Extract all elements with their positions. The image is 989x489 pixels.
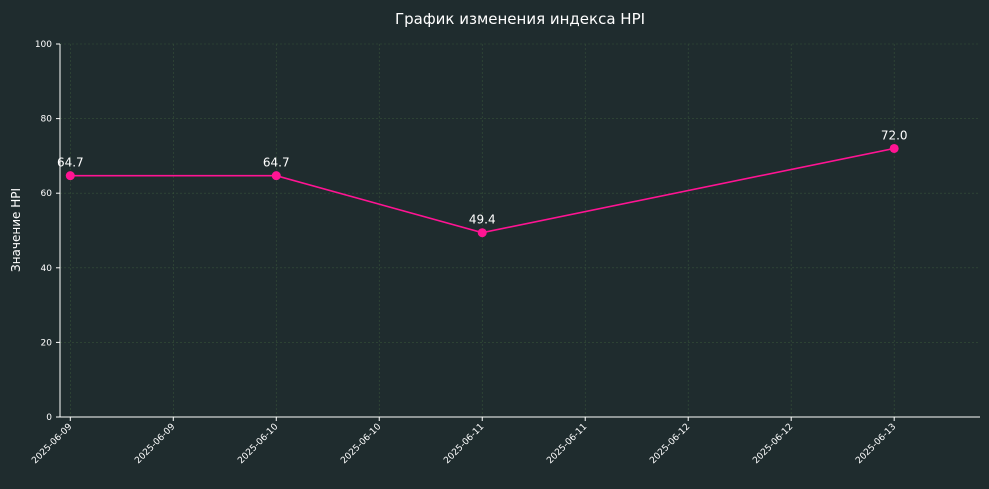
- tick-labels: 0 20 40 60 80 100 2025-06-09 2025-06-09 2025-06-…: [30, 40, 898, 466]
- y-tick-label: 60: [41, 189, 53, 199]
- data-label: 72.0: [881, 128, 908, 142]
- y-axis-label: Значение HPI: [9, 188, 23, 272]
- data-point: [65, 171, 75, 181]
- data-label: 49.4: [469, 213, 496, 227]
- data-labels: 64.7 64.7 49.4 72.0: [57, 128, 908, 226]
- series-line: [70, 147, 895, 234]
- y-tick-label: 0: [46, 413, 52, 423]
- chart-title: График изменения индекса HPI: [395, 10, 645, 28]
- x-tick-label: 2025-06-13: [854, 422, 898, 466]
- y-tick-label: 80: [41, 115, 53, 125]
- data-label: 64.7: [263, 156, 290, 170]
- axes: [56, 43, 980, 421]
- x-tick-label: 2025-06-12: [751, 422, 795, 466]
- x-tick-label: 2025-06-10: [339, 422, 383, 466]
- data-point: [271, 171, 281, 181]
- data-point: [477, 228, 487, 238]
- data-label: 64.7: [57, 156, 84, 170]
- series-hpi: [65, 143, 899, 238]
- grid-lines: [60, 43, 980, 418]
- x-tick-label: 2025-06-12: [648, 422, 692, 466]
- y-tick-label: 100: [35, 40, 52, 50]
- y-tick-label: 40: [41, 264, 53, 274]
- y-tick-label: 20: [41, 338, 53, 348]
- x-tick-label: 2025-06-09: [30, 422, 74, 466]
- x-tick-label: 2025-06-09: [133, 422, 177, 466]
- data-point: [889, 143, 899, 153]
- x-tick-label: 2025-06-11: [545, 422, 589, 466]
- x-tick-label: 2025-06-10: [236, 422, 280, 466]
- x-tick-label: 2025-06-11: [442, 422, 486, 466]
